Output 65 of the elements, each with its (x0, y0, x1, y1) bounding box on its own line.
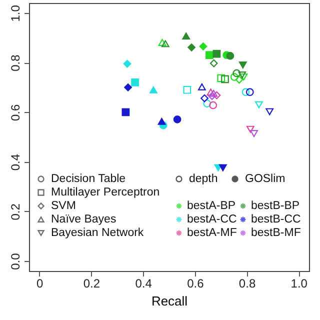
point (122, 108, 130, 116)
point (217, 74, 226, 82)
legend-label: SVM (51, 200, 76, 212)
point (210, 59, 218, 68)
x-tick-label: 0 (36, 276, 44, 290)
point (255, 101, 263, 108)
legend-label: GOSlim (245, 173, 286, 185)
point (158, 38, 166, 46)
x-tick-label: 0.4 (135, 276, 152, 290)
legend-label: bestA-CC (187, 214, 237, 226)
point (250, 130, 258, 138)
point (246, 126, 254, 133)
point (173, 115, 182, 124)
legend-label: depth (189, 173, 218, 185)
point (221, 75, 229, 84)
point (208, 92, 216, 100)
point (246, 88, 254, 96)
point (150, 86, 158, 94)
point (188, 43, 196, 52)
legend-label: Naïve Bayes (51, 214, 116, 226)
point (238, 62, 247, 69)
point (131, 78, 139, 86)
x-tick-label: 1.0 (290, 276, 308, 290)
legend-label: bestB-MF (251, 227, 301, 239)
point (200, 94, 208, 102)
y-tick-label: 1.0 (8, 4, 22, 22)
point (206, 51, 214, 60)
y-tick-label: 0.2 (8, 203, 22, 220)
point (198, 83, 206, 90)
point (209, 101, 218, 110)
y-tick-label: 0.8 (8, 54, 22, 72)
legend-label: bestB-BP (251, 200, 300, 212)
point (210, 90, 218, 97)
y-tick-label: 0.6 (8, 104, 22, 122)
y-tick-label: 0.4 (8, 154, 22, 171)
legend-label: bestA-MF (187, 227, 237, 239)
point (161, 40, 170, 48)
point (183, 86, 192, 94)
point (212, 91, 221, 100)
point (235, 76, 244, 84)
x-axis-title: Recall (151, 294, 188, 308)
x-tick-label: 0.8 (238, 276, 256, 290)
point (158, 118, 166, 125)
point (226, 52, 234, 60)
x-tick-label: 0.2 (83, 276, 100, 290)
legend-label: Multilayer Perceptron (51, 186, 160, 198)
y-tick-label: 0.0 (8, 252, 22, 270)
point (230, 73, 238, 81)
point (182, 32, 190, 40)
point (123, 60, 132, 68)
legend-label: Decision Table (51, 173, 126, 185)
x-tick-label: 0.6 (187, 276, 204, 290)
point (206, 88, 215, 96)
point (199, 42, 208, 50)
legend-label: Bayesian Network (51, 227, 144, 239)
point (238, 71, 246, 78)
point (212, 50, 221, 58)
legend-label: bestB-CC (251, 214, 301, 226)
point (266, 108, 274, 116)
point (218, 164, 227, 172)
point (124, 83, 132, 92)
legend-label: bestA-BP (187, 200, 236, 212)
point (203, 100, 212, 108)
point (232, 69, 241, 78)
point (242, 88, 250, 96)
